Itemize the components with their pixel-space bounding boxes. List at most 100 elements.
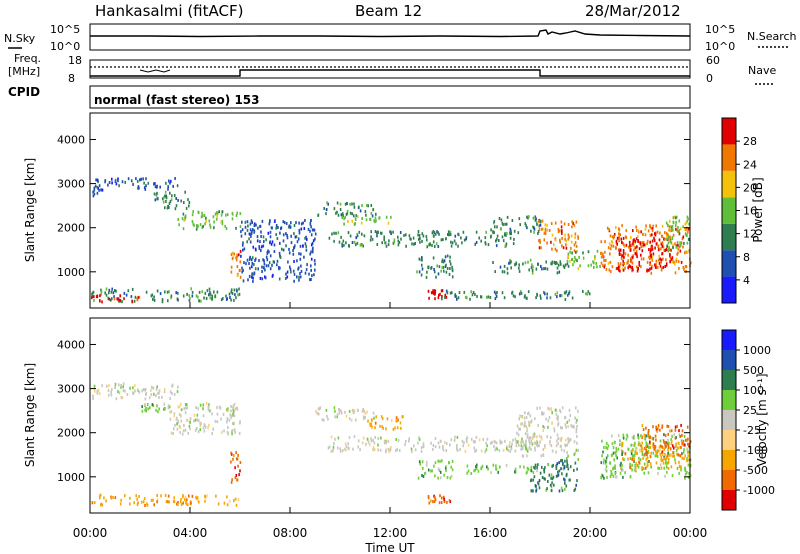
power-cell [216, 211, 218, 215]
velocity-cell [564, 481, 566, 485]
velocity-cell [499, 439, 501, 443]
power-cell [675, 220, 677, 224]
power-cell [498, 239, 500, 242]
power-cell [509, 236, 512, 240]
velocity-cell [114, 386, 116, 390]
velocity-cell [653, 445, 655, 449]
power-cell [576, 250, 578, 253]
velocity-cell [443, 473, 445, 477]
power-cell [525, 224, 527, 228]
velocity-cell [574, 416, 576, 420]
velocity-cell [612, 446, 615, 450]
velocity-cell [642, 448, 645, 452]
power-cell [567, 264, 570, 268]
velocity-cell [561, 458, 563, 462]
power-cell [616, 236, 619, 240]
velocity-cell [345, 448, 347, 452]
power-cell [249, 255, 251, 259]
velocity-cell [556, 416, 558, 420]
velocity-cell [641, 449, 643, 453]
power-cell [310, 225, 312, 229]
power-cell [95, 178, 97, 182]
power-cell [300, 252, 302, 256]
power-cell [574, 255, 576, 259]
velocity-cell [555, 408, 558, 412]
power-cell [537, 232, 539, 235]
power-cell [574, 232, 577, 236]
power-cell [134, 295, 137, 299]
power-cell [649, 233, 652, 237]
power-cell [499, 227, 502, 231]
power-cell [463, 290, 466, 294]
power-cell [564, 233, 566, 237]
power-cell [560, 220, 563, 224]
power-cell [108, 291, 110, 295]
velocity-cell [450, 465, 452, 469]
power-cell [299, 275, 302, 279]
velocity-cell [531, 437, 534, 441]
power-cell [231, 292, 234, 295]
power-cell [380, 231, 382, 235]
velocity-cell [472, 440, 475, 444]
velocity-cell [120, 498, 122, 502]
power-cell [613, 235, 615, 239]
power-cell [421, 256, 423, 260]
power-cell [585, 292, 587, 296]
velocity-cell [510, 447, 513, 451]
power-cell [249, 232, 252, 236]
velocity-cell [682, 443, 685, 447]
velocity-cell [632, 443, 634, 447]
velocity-cell [395, 449, 397, 453]
velocity-cell [439, 459, 441, 463]
power-cell [304, 271, 307, 275]
power-cell [246, 220, 249, 224]
power-cell [358, 205, 360, 209]
power-cell [290, 270, 292, 274]
velocity-cell [670, 442, 673, 446]
velocity-cell [397, 439, 400, 443]
power-cell [637, 267, 639, 270]
power-cell [381, 241, 383, 245]
velocity-colorbar-label: Velocity [m s⁻¹] [755, 373, 769, 466]
velocity-cell [473, 469, 475, 473]
velocity-cell [554, 408, 557, 412]
velocity-cell [226, 430, 229, 434]
velocity-cell [338, 411, 341, 415]
power-cell [390, 230, 392, 234]
velocity-cell [227, 432, 229, 436]
velocity-cell [647, 471, 650, 475]
velocity-cell [380, 415, 383, 419]
power-cell [101, 188, 103, 192]
velocity-cell [624, 471, 626, 475]
power-cell [618, 227, 620, 231]
power-cell [629, 248, 632, 252]
velocity-cell [675, 449, 678, 453]
velocity-cell [499, 465, 501, 469]
power-cell [367, 204, 369, 208]
power-cell [457, 296, 460, 300]
power-cell [170, 294, 173, 298]
power-cell [168, 179, 170, 183]
velocity-cell [207, 408, 210, 412]
power-cell [485, 230, 487, 234]
power-cell [635, 237, 638, 241]
power-cell [153, 295, 155, 299]
power-cell [651, 258, 654, 262]
power-cell [451, 241, 454, 245]
power-cell [684, 265, 687, 268]
velocity-cell [437, 441, 440, 445]
velocity-cell [193, 419, 195, 423]
velocity-cell [230, 416, 232, 420]
power-cell [541, 219, 544, 223]
velocity-cell [560, 467, 562, 471]
power-cell [295, 235, 298, 239]
velocity-cell [652, 451, 655, 455]
velocity-cell [610, 469, 612, 473]
velocity-cell [120, 383, 122, 387]
velocity-cell [362, 436, 365, 440]
power-cell [168, 206, 170, 209]
power-cell [361, 217, 363, 220]
velocity-cell [569, 478, 571, 482]
velocity-cell [525, 416, 528, 420]
power-cell [236, 211, 238, 215]
